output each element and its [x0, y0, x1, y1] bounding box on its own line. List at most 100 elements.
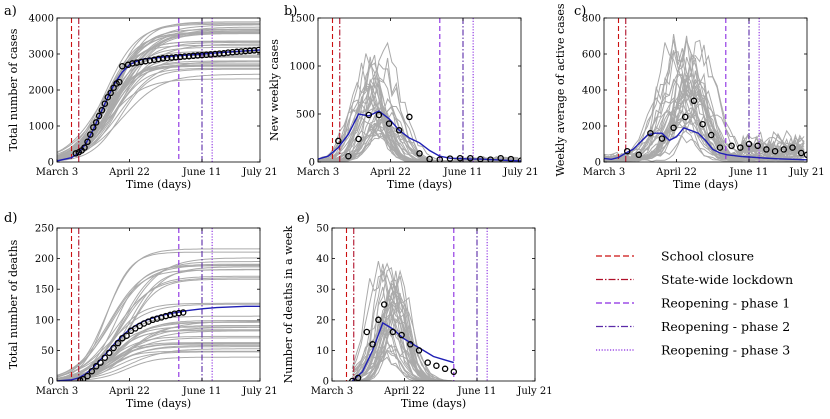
ensemble-line: [604, 74, 805, 162]
model-line: [604, 126, 807, 161]
ensemble-line: [57, 326, 260, 380]
ensemble-line: [57, 275, 260, 380]
x-tick-label: April 22: [108, 167, 150, 178]
ensemble-line: [352, 313, 453, 381]
observation-point: [163, 54, 171, 62]
observation-point: [137, 58, 145, 66]
observation-point: [168, 54, 175, 61]
x-tick-label: July 21: [241, 167, 277, 178]
panel-label: e): [297, 211, 310, 226]
observation-point: [745, 140, 753, 148]
observation-point: [159, 55, 167, 62]
observation-point: [146, 57, 154, 64]
observation-point: [450, 368, 458, 376]
observation-point: [229, 48, 236, 56]
y-tick-label: 200: [35, 254, 54, 265]
panel-label: d): [4, 211, 17, 226]
observation-point: [246, 47, 254, 55]
ensemble-line: [57, 330, 260, 381]
ensemble-line: [352, 286, 453, 381]
observation-point: [88, 367, 96, 375]
y-tick-label: 2000: [29, 86, 54, 97]
ensemble-line: [57, 23, 260, 157]
model-line: [57, 49, 260, 162]
ensemble-line: [57, 356, 260, 381]
ensemble-line: [57, 24, 260, 154]
observation-point: [803, 151, 807, 159]
observation-point: [754, 142, 761, 150]
observation-point: [398, 331, 405, 339]
ensemble-line: [351, 263, 453, 381]
observation-point: [171, 310, 178, 317]
x-tick-label: April 22: [108, 386, 150, 397]
x-tick-label: June 11: [457, 386, 497, 397]
y-tick-label: 40: [316, 254, 329, 265]
observation-point: [242, 47, 249, 55]
observation-point: [670, 124, 677, 132]
x-tick-label: June 11: [182, 386, 222, 397]
observation-point: [658, 135, 666, 142]
x-axis-label: Time (days): [387, 178, 452, 191]
ensemble-line: [57, 303, 260, 378]
observation-point: [150, 56, 158, 64]
y-tick-label: 50: [316, 224, 329, 235]
legend: School closure State-wide lockdown Reopeni…: [596, 249, 793, 358]
legend-item: Reopening - phase 2: [596, 319, 790, 334]
observation-point: [467, 154, 474, 162]
y-axis-label: Number of deaths in a week: [282, 225, 295, 383]
legend-item: Reopening - phase 3: [596, 343, 790, 358]
observation-point: [345, 152, 352, 160]
observation-point: [517, 157, 521, 162]
observation-point: [116, 78, 123, 86]
observation-point: [190, 52, 197, 60]
observation-point: [363, 328, 371, 336]
panel-d: 0 50 100 150 200 250 March 3 April 22 June 11 Jul…: [4, 211, 278, 410]
ensemble-line: [318, 76, 519, 162]
observation-point: [365, 111, 373, 119]
x-tick-label: March 3: [297, 167, 340, 178]
ensemble-line: [604, 82, 805, 160]
legend-label: Reopening - phase 1: [661, 296, 790, 311]
observation-point: [335, 137, 342, 145]
y-tick-label: 600: [582, 50, 601, 61]
observation-point: [95, 112, 103, 120]
ensemble-line: [57, 21, 260, 160]
observation-point: [119, 62, 126, 70]
panel-c: 0 200 400 600 800 March 3 April 22 June 11 July …: [554, 3, 825, 191]
observation-point: [433, 362, 440, 369]
ensemble-line: [57, 325, 260, 381]
ensemble-line: [57, 68, 260, 162]
y-tick-label: 200: [582, 122, 601, 133]
plot-area-c: [604, 18, 807, 162]
observation-point: [250, 47, 258, 54]
y-tick-label: 1000: [29, 122, 54, 133]
observation-point: [771, 147, 779, 155]
observation-point: [110, 344, 117, 352]
x-tick-label: June 11: [182, 167, 222, 178]
observation-point: [233, 48, 241, 56]
ensemble-line: [352, 270, 453, 381]
x-tick-label: June 11: [443, 167, 483, 178]
y-tick-label: 0: [48, 158, 54, 169]
y-tick-label: 50: [41, 346, 54, 357]
observation-point: [79, 375, 87, 381]
observation-point: [635, 151, 643, 159]
x-axis-label: Time (days): [126, 178, 191, 191]
panel-b: 0 500 1000 1500 March 3 April 22 June 11 July 2…: [268, 4, 539, 191]
y-tick-label: 1000: [290, 62, 315, 73]
observation-point: [737, 144, 744, 151]
observation-point: [72, 150, 80, 157]
observation-point: [647, 129, 654, 137]
x-tick-label: July 21: [241, 386, 277, 397]
observation-point: [375, 316, 382, 324]
observation-point: [129, 60, 136, 67]
observation-point: [185, 52, 193, 60]
observation-point: [179, 309, 187, 316]
observation-point: [92, 363, 100, 370]
x-tick-label: March 3: [583, 167, 626, 178]
x-axis-label: Time (days): [126, 397, 191, 410]
observation-point: [780, 146, 788, 153]
y-tick-label: 100: [35, 315, 54, 326]
ensemble-line: [57, 278, 260, 381]
ensemble-line: [57, 248, 260, 378]
